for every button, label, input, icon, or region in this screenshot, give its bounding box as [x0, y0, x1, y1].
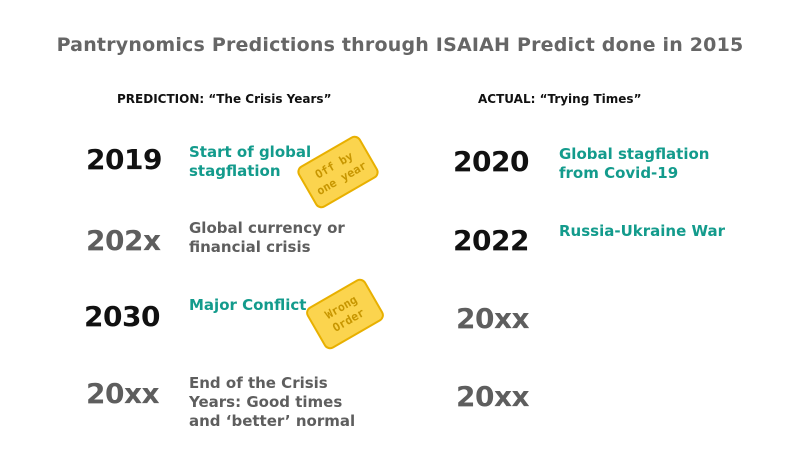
actual-desc-1: Global stagflation from Covid-19	[559, 145, 710, 182]
prediction-desc-1: Start of global stagflation	[189, 143, 312, 180]
prediction-column-header: PREDICTION: “The Crisis Years”	[117, 92, 332, 106]
prediction-year-2: 202x	[86, 224, 161, 257]
prediction-year-4: 20xx	[86, 377, 160, 410]
actual-year-3: 20xx	[456, 302, 530, 335]
prediction-desc-4: End of the Crisis Years: Good times and …	[189, 374, 356, 430]
prediction-desc-2: Global currency or financial crisis	[189, 219, 345, 256]
actual-desc-2: Russia-Ukraine War	[559, 222, 725, 240]
prediction-year-3: 2030	[84, 300, 160, 333]
actual-year-1: 2020	[453, 145, 529, 178]
wrong-order-sticker: Wrong Order	[303, 276, 387, 352]
page-title: Pantrynomics Predictions through ISAIAH …	[56, 34, 744, 56]
prediction-year-1: 2019	[86, 143, 162, 176]
actual-year-2: 2022	[453, 224, 529, 257]
actual-year-4: 20xx	[456, 380, 530, 413]
actual-column-header: ACTUAL: “Trying Times”	[478, 92, 642, 106]
prediction-desc-3: Major Conflict	[189, 296, 307, 314]
